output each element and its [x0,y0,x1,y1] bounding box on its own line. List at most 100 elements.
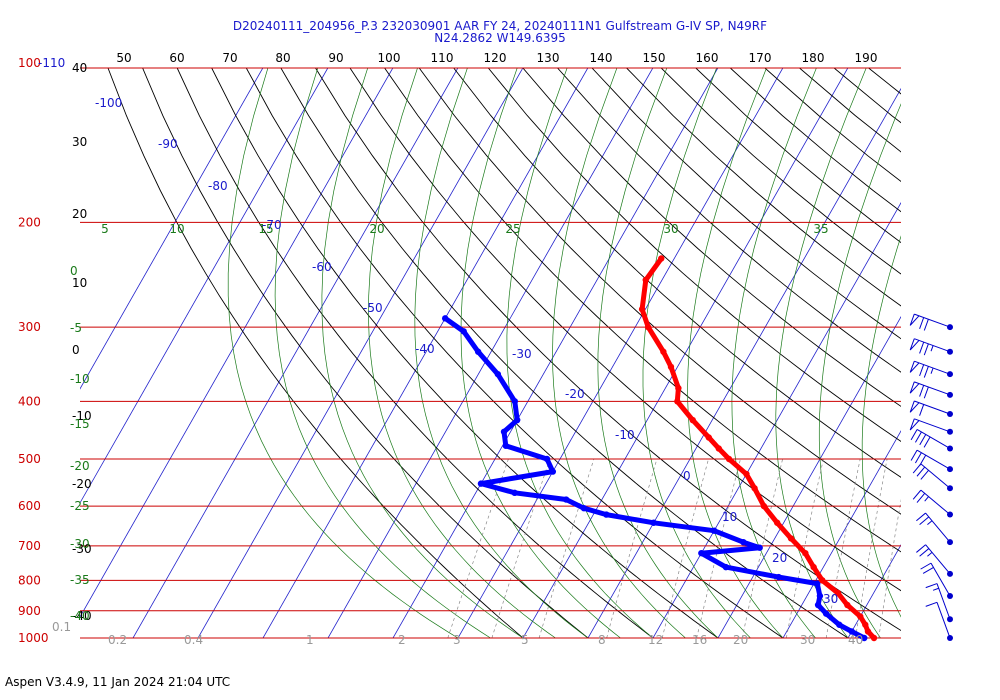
wind-barb-layer [909,313,953,641]
theta-e-label: 20 [369,222,384,236]
wind-barb [909,400,953,417]
mixing-ratio-line [447,458,509,639]
wind-barb-feather [916,512,926,522]
temperature-point [834,589,842,597]
wind-barb-staff [925,544,951,575]
dry-adiabat-line [764,68,901,183]
left-axis-label: -10 [72,409,92,423]
wind-barb [916,512,953,546]
top-axis-label: 160 [696,51,719,65]
wind-barb-feather [910,449,918,461]
isotherm-line [978,68,1000,638]
temperature-point [667,363,675,371]
wind-barb-feather [919,341,925,354]
dewpoint-point [474,348,482,355]
isotherm-line [262,68,589,639]
wind-barb-staff [936,583,951,620]
pressure-label: 800 [18,573,41,587]
theta-e-label: 15 [258,222,273,236]
isotherm-label: -60 [312,260,332,274]
temperature-line [639,256,877,641]
wind-barb-feather [919,434,927,446]
isotherm-label: -40 [415,342,435,356]
isotherm-label: -10 [615,428,635,442]
pressure-label: 700 [18,539,41,553]
dry-adiabat-line [349,68,901,592]
moist-adiabat-line [321,68,524,639]
isotherm-line [717,316,901,639]
wind-barb-feather [920,562,932,570]
wind-barb-feather [923,366,929,378]
temperature-point [743,470,750,478]
dewpoint-point [861,634,868,642]
isotherm-line [457,68,784,639]
temperature-point [705,434,712,441]
wind-barb-feather [923,386,929,399]
temperature-point [760,502,768,510]
dewpoint-point [494,370,502,378]
wind-barb-staff [914,381,951,396]
left-axis-label: -20 [72,477,92,491]
temperature-point [844,601,851,609]
wind-barb-feather [910,429,918,441]
left-axis-green-label: -20 [70,459,90,473]
dewpoint-point [513,416,521,424]
isotherm-label: 10 [722,510,737,524]
isotherm-label: -30 [512,347,532,361]
wind-barb-feather [919,516,930,525]
dry-adiabat-line [418,68,901,515]
dewpoint-point [740,538,747,546]
left-axis-green-label: -15 [70,417,90,431]
wind-barb [909,313,953,331]
wind-barb-half-feather [927,552,933,557]
dewpoint-point [814,580,821,587]
wind-barb [909,381,953,399]
wind-barb-feather [922,567,934,574]
temperature-point [658,255,665,262]
mixing-ratio-label: 0.4 [184,633,203,647]
wind-barb-feather [919,385,925,397]
left-axis-label: 20 [72,207,87,221]
dry-adiabat-line [695,68,901,244]
isotherm-label: -70 [262,218,282,232]
wind-barb-feather [912,463,922,474]
dry-adiabat-line [453,68,901,478]
wind-barb-half-feather [924,496,929,502]
temperature-point [819,577,826,584]
moist-adiabat-line [414,68,589,639]
top-axis-label: 140 [590,51,613,65]
title-line-2: N24.2862 W149.6395 [434,31,566,45]
temperature-point [787,535,795,542]
temperature-point [644,323,652,331]
isotherm-label: -20 [565,387,585,401]
pressure-label: 100 [18,56,41,70]
dewpoint-point [698,549,705,557]
moist-adiabat-line [818,103,901,639]
temperature-point [660,348,667,355]
temperature-point [773,519,781,526]
wind-barb-feather [919,317,925,329]
left-axis-green-label: 0 [70,264,78,278]
top-axis-label: 80 [275,51,290,65]
dewpoint-point [650,519,657,526]
left-axis-label: -40 [72,609,92,623]
mixing-ratio-label: 20 [733,633,748,647]
temperature-point [642,276,649,284]
top-axis-label: 120 [484,51,507,65]
dewpoint-point [580,505,588,512]
isotherm-line [80,68,329,504]
wind-barb-staff [914,338,951,353]
dry-adiabat-line [972,68,1000,638]
left-axis-label: 10 [72,276,87,290]
mixing-ratio-line [491,458,551,639]
dry-adiabat-line [868,68,901,95]
wind-barb-feather [916,466,926,477]
dewpoint-point [441,315,449,322]
dry-adiabat-line [522,68,901,407]
top-axis-label: 180 [802,51,825,65]
mixing-ratio-label: 5 [521,633,529,647]
dewpoint-point [836,621,843,628]
wind-barb-feather [912,489,922,500]
